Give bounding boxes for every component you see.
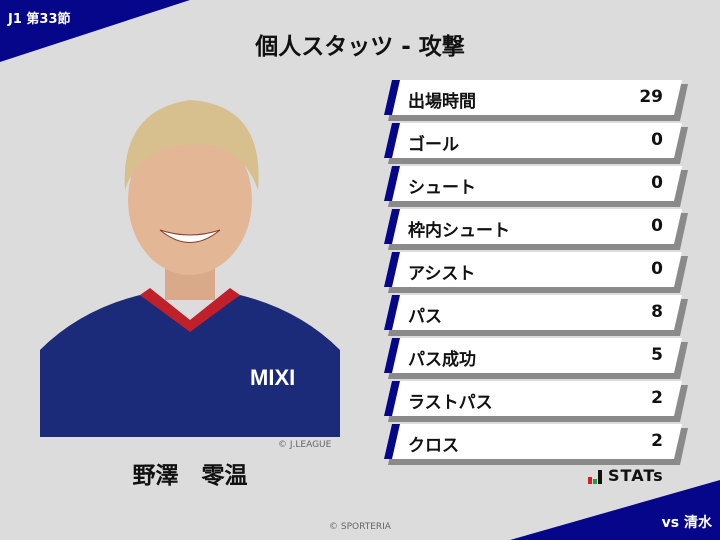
- row-bar: [384, 166, 682, 201]
- logo-text: STATs: [608, 466, 664, 485]
- stat-row: ラストパス 2: [384, 381, 688, 418]
- player-name: 野澤 零温: [132, 463, 248, 489]
- stat-label: パス成功: [408, 350, 476, 370]
- photo-credit: © J.LEAGUE: [278, 440, 332, 450]
- stat-label: アシスト: [408, 264, 476, 284]
- row-bar: [384, 381, 682, 416]
- stat-value: 0: [651, 216, 663, 236]
- stat-row: クロス 2: [384, 424, 688, 461]
- copyright: © SPORTERIA: [329, 522, 391, 532]
- row-bar: [384, 295, 682, 330]
- round-label: J1 第33節: [8, 12, 71, 27]
- stat-value: 8: [651, 302, 663, 322]
- stat-value: 2: [651, 431, 663, 451]
- stats-logo: STATs: [588, 468, 664, 484]
- stat-label: ゴール: [408, 135, 459, 155]
- stat-label: パス: [408, 307, 442, 327]
- stat-label: ラストパス: [408, 393, 493, 413]
- stat-row: アシスト 0: [384, 252, 688, 289]
- row-bar: [384, 338, 682, 373]
- stat-label: 出場時間: [408, 92, 476, 112]
- stat-value: 0: [651, 259, 663, 279]
- page-title: 個人スタッツ - 攻撃: [255, 34, 465, 60]
- stat-value: 0: [651, 173, 663, 193]
- stat-label: シュート: [408, 178, 476, 198]
- stat-row: パス 8: [384, 295, 688, 332]
- row-bar: [384, 252, 682, 287]
- row-bar: [384, 209, 682, 244]
- opponent-label: vs 清水: [661, 515, 712, 531]
- player-photo: MIXI: [40, 70, 340, 437]
- stat-value: 0: [651, 130, 663, 150]
- stat-row: ゴール 0: [384, 123, 688, 160]
- stat-row: パス成功 5: [384, 338, 688, 375]
- row-bar: [384, 123, 682, 158]
- stats-list: 出場時間 29 ゴール 0 シュート 0 枠内シュート 0 アシスト 0 パス 8 パス成功 5 ラストパス…: [384, 80, 688, 467]
- stat-label: 枠内シュート: [408, 221, 510, 241]
- row-bar: [384, 80, 682, 115]
- stat-row: 出場時間 29: [384, 80, 688, 117]
- stat-value: 5: [651, 345, 663, 365]
- svg-text:MIXI: MIXI: [250, 365, 295, 390]
- stat-value: 29: [639, 87, 663, 107]
- bar-chart-icon: [588, 470, 602, 484]
- stat-row: 枠内シュート 0: [384, 209, 688, 246]
- row-bar: [384, 424, 682, 459]
- stat-label: クロス: [408, 436, 459, 456]
- stat-row: シュート 0: [384, 166, 688, 203]
- stat-value: 2: [651, 388, 663, 408]
